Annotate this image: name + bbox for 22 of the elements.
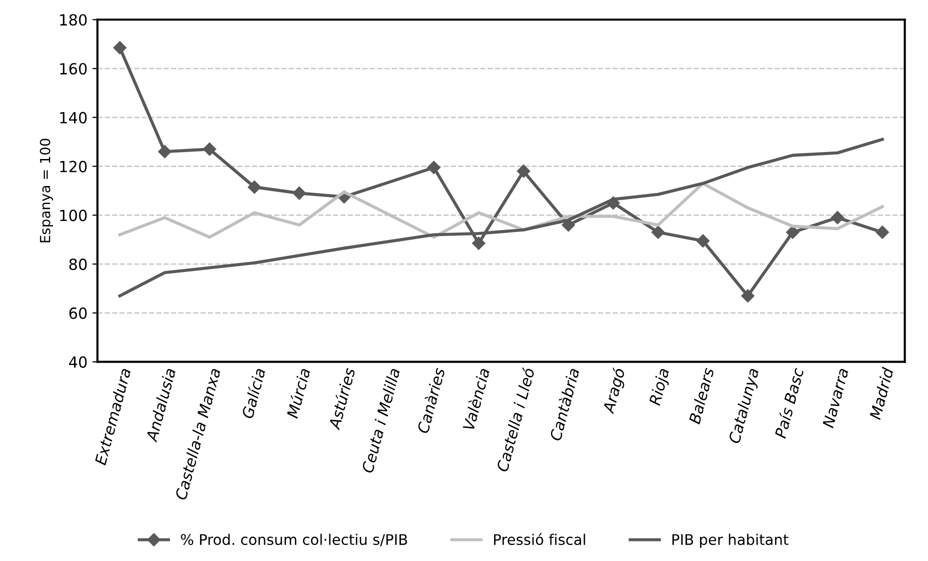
x-tick-label: Balears [688,367,714,425]
y-tick-label: 160 [60,62,87,75]
y-tick-label: 120 [60,160,87,172]
x-tick-label: Múrcia [286,368,310,419]
y-tick-label: 140 [60,112,87,124]
y-tick-label: 80 [69,258,87,270]
x-tick-label: Aragó [601,367,628,416]
legend-label: PIB per habitant [672,534,788,548]
legend-label: Pressió fiscal [494,533,586,546]
y-tick-label: 40 [69,356,87,368]
y-tick-label: 180 [60,14,87,26]
x-tick-label: Astúries [327,366,356,430]
y-axis-title: Espanya = 100 [40,138,53,242]
y-tick-label: 100 [60,210,87,222]
x-tick-label: Castella i Lleó [496,367,535,472]
y-tick-label: 60 [69,307,87,319]
x-tick-label: Galícia [240,368,266,420]
x-tick-label: Ceuta i Melilla [361,368,400,474]
x-tick-label: País Basc [774,366,804,439]
legend-label: % Prod. consum col·lectiu s/PIB [180,534,408,546]
x-tick-label: Madrid [868,366,894,420]
x-tick-label: Rioja [648,368,672,407]
